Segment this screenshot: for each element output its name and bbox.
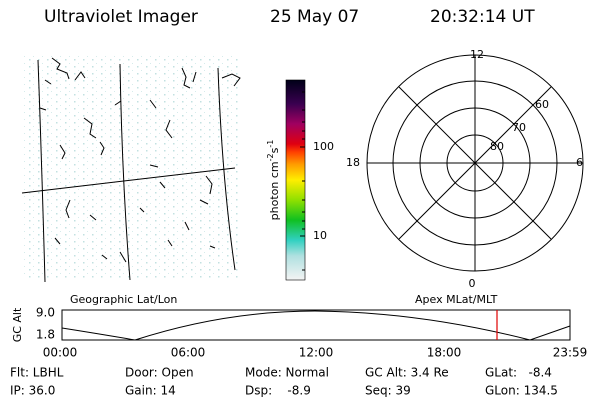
label-exp: -2 [266,153,275,161]
map-label: Apex MLat/MLT [415,293,498,306]
info: Seq: 39 [365,384,411,398]
mlt-label: 6 [576,156,583,169]
polar-grid [366,54,584,272]
y-label: 9.0 [36,306,55,320]
info: Dsp: -8.9 [245,384,311,398]
orbit-altitude [61,310,571,341]
time: 20:32:14 UT [430,7,535,27]
info: IP: 36.0 [10,384,55,398]
info: Flt: LBHL [10,366,64,380]
orbit-frame [61,309,571,341]
mlt-label: 18 [346,156,360,169]
map-label: Geographic Lat/Lon [70,293,177,306]
label-text: s [268,147,281,153]
mlt-label: 0 [469,277,476,290]
lat-label: 70 [512,121,526,134]
axis-label: GC Alt [11,307,24,342]
colorbar [285,79,306,281]
y-label: 1.8 [36,328,55,342]
info: GLon: 134.5 [485,384,558,398]
colorbar-tick: 10 [313,229,327,242]
geo-image [21,55,241,283]
x-label: 18:00 [427,346,462,360]
lat-label: 60 [535,98,549,111]
info: GLat: -8.4 [485,366,552,380]
label-exp: -1 [266,140,275,148]
instrument-title: Ultraviolet Imager [44,7,198,27]
info: Gain: 14 [125,384,176,398]
x-label: 12:00 [299,346,334,360]
info: Mode: Normal [245,366,329,380]
date: 25 May 07 [270,7,359,27]
info: GC Alt: 3.4 Re [365,366,449,380]
colorbar-label: photon cm-2s-1 [266,140,282,221]
colorbar-tick: 100 [313,140,334,153]
x-label: 23:59 [553,346,588,360]
x-label: 00:00 [43,346,78,360]
lat-label: 80 [490,140,504,153]
mlt-label: 12 [470,48,484,61]
x-label: 06:00 [171,346,206,360]
info: Door: Open [125,366,194,380]
label-text: photon cm [268,161,281,220]
